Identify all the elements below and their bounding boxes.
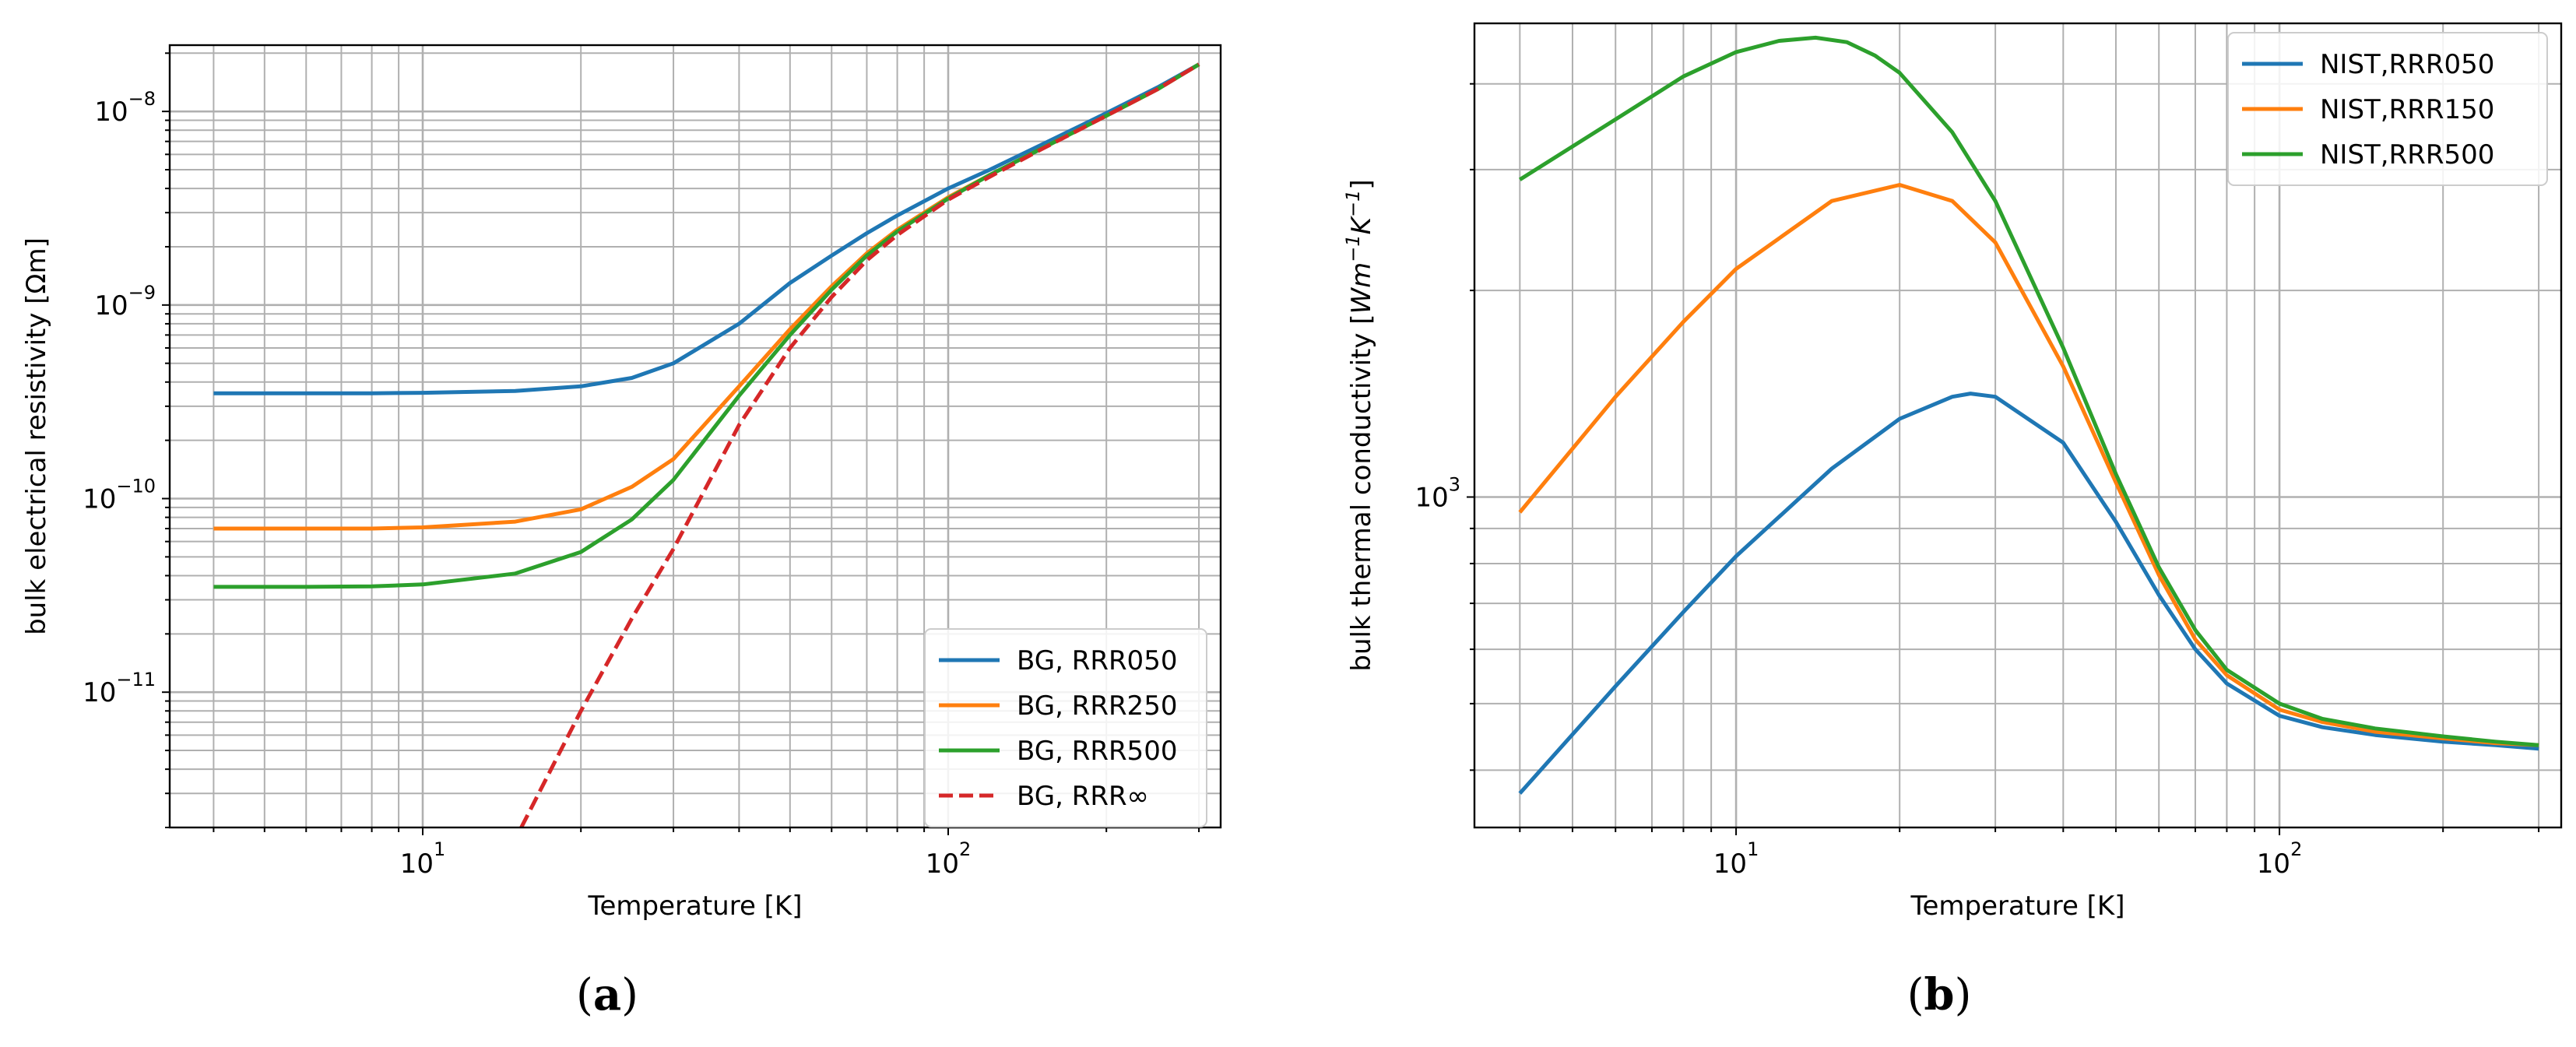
series-line-3 [1518, 35, 2539, 747]
legend: BG, RRR050 BG, RRR250 BG, RRR500 BG, RRR∞ [924, 628, 1207, 827]
legend: NIST,RRR050 NIST,RRR150 NIST,RRR500 [2227, 32, 2548, 186]
x-tick-label-base: 10 [2257, 848, 2290, 880]
x-tick-label: 101 [1713, 838, 1759, 880]
y-axis-label-part: bulk thermal conductivity [ [1346, 314, 1377, 671]
caption-b: (b) [1907, 969, 1972, 1021]
x-tick-label-base: 10 [926, 848, 959, 880]
y-tick-label-base: 10 [1415, 483, 1448, 514]
x-tick-label-exp: 2 [959, 838, 971, 860]
y-tick-label-base: 10 [83, 677, 116, 708]
caption-a: (a) [575, 969, 638, 1021]
y-axis-label: bulk electrical resistivity [Ωm] [21, 237, 52, 635]
legend-label-2: NIST,RRR150 [2320, 94, 2494, 125]
y-axis-label-part: −1 [1342, 234, 1364, 262]
grid-lines [1467, 23, 2561, 835]
series-line-3 [213, 62, 1200, 589]
x-tick-label: 102 [926, 838, 972, 880]
y-tick-label: 10−9 [94, 282, 156, 321]
x-tick-label-exp: 2 [2290, 838, 2302, 860]
legend-box [2227, 32, 2548, 186]
x-tick-label-exp: 1 [434, 838, 445, 860]
y-tick-label-base: 10 [83, 484, 116, 515]
y-tick-label: 103 [1415, 474, 1460, 514]
legend-label-3: BG, RRR500 [1017, 736, 1177, 767]
series-line-4 [519, 62, 1200, 829]
x-axis-label: Temperature [K] [587, 891, 802, 922]
series-group [1518, 35, 2539, 795]
series-group [213, 62, 1200, 829]
y-tick-label-base: 10 [94, 290, 128, 321]
y-tick-label-exp: −10 [116, 476, 156, 497]
y-tick-label-base: 10 [94, 97, 128, 128]
legend-box [924, 628, 1207, 827]
y-axis-label-part: ] [1346, 179, 1377, 189]
series-line-1 [213, 62, 1200, 395]
x-axis-label: Temperature [K] [1910, 891, 2124, 922]
legend-label-4: BG, RRR∞ [1017, 781, 1149, 812]
y-axis-label: bulk thermal conductivity [Wm−1K−1] [1342, 179, 1377, 671]
x-tick-label-base: 10 [1713, 848, 1747, 880]
y-tick-label: 10−8 [94, 88, 156, 128]
y-tick-label-exp: −9 [128, 282, 156, 304]
y-axis-label-part: −1 [1342, 190, 1364, 217]
y-axis-label-part: Wm [1346, 262, 1377, 314]
y-tick-label: 10−11 [83, 669, 156, 708]
y-tick-label-exp: −11 [116, 669, 156, 690]
y-axis-label-part: K [1346, 215, 1377, 234]
legend-label-1: NIST,RRR050 [2320, 49, 2494, 80]
legend-label-1: BG, RRR050 [1017, 645, 1177, 676]
series-line-1 [1518, 392, 2539, 795]
y-tick-label-exp: −8 [128, 88, 156, 110]
x-tick-label: 102 [2257, 838, 2303, 880]
plot-frame [168, 44, 1222, 829]
series-line-2 [1518, 183, 2539, 747]
series-line-2 [213, 62, 1200, 531]
plot-frame [1473, 22, 2563, 829]
legend-label-3: NIST,RRR500 [2320, 139, 2494, 170]
x-tick-label-base: 10 [400, 848, 434, 880]
x-tick-label-exp: 1 [1747, 838, 1759, 860]
y-tick-label: 10−10 [83, 476, 156, 515]
legend-label-2: BG, RRR250 [1017, 690, 1177, 722]
x-tick-label: 101 [400, 838, 446, 880]
y-tick-label-exp: 3 [1449, 474, 1460, 496]
